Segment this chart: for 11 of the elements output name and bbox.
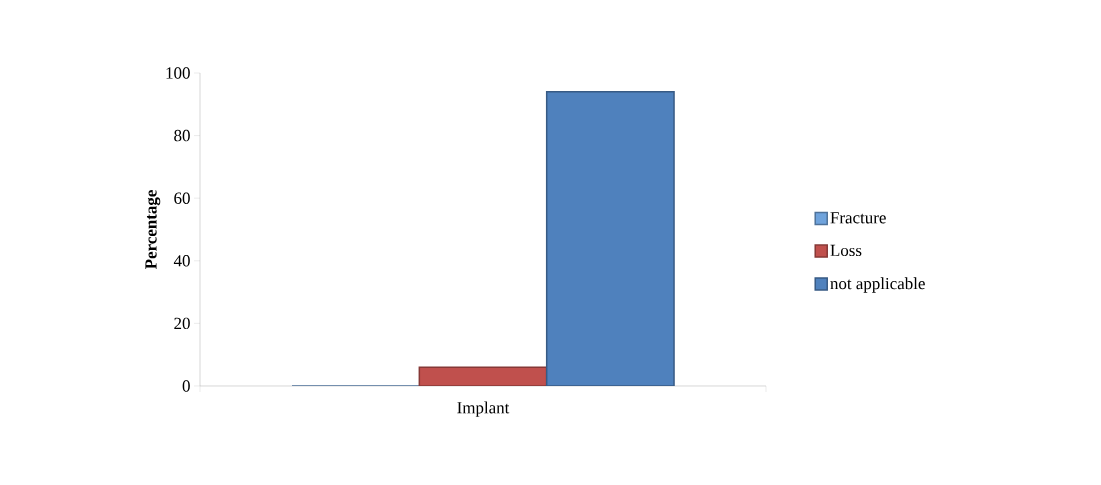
y-tick-label: 100	[166, 67, 190, 79]
legend-label: not applicable	[830, 277, 925, 293]
y-tick-label: 80	[174, 129, 190, 142]
legend-label: Loss	[830, 244, 862, 257]
x-tick-label: Implant	[457, 401, 510, 417]
y-axis-title: Percentage	[145, 190, 161, 269]
legend-label: Fracture	[830, 212, 886, 224]
y-tick-label: 40	[173, 255, 190, 267]
y-tick-label: 0	[182, 380, 190, 392]
y-tick-label: 20	[174, 317, 190, 330]
y-tick-label: 60	[174, 192, 190, 204]
